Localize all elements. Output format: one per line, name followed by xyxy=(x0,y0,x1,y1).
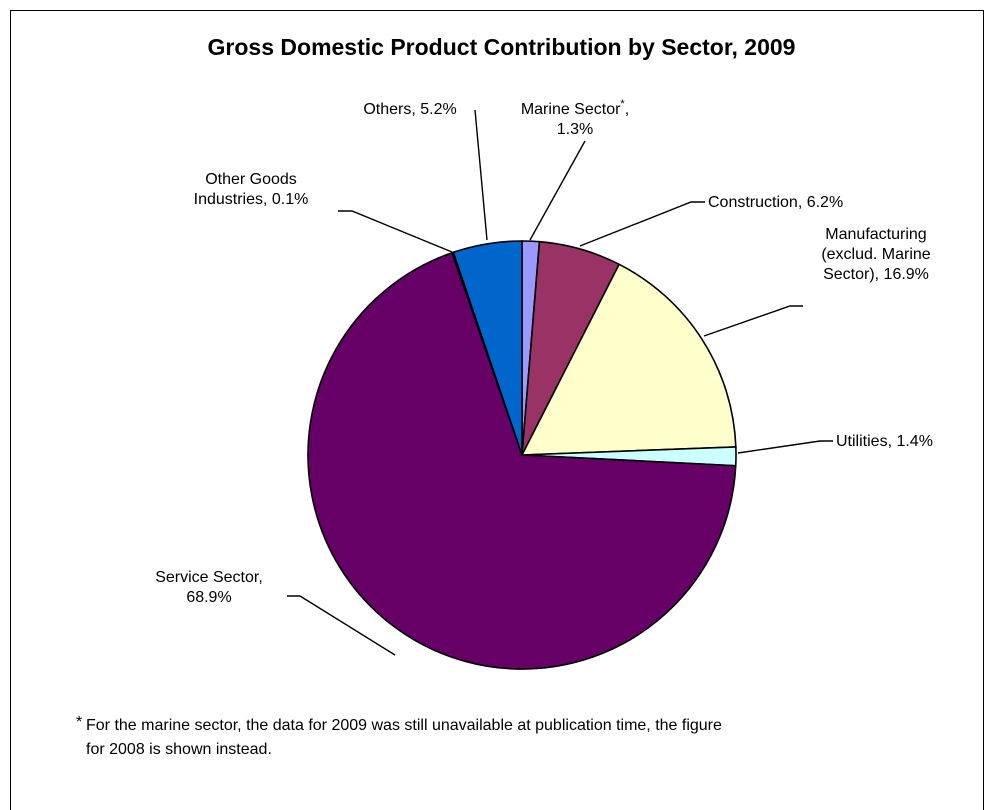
pie-slice-others xyxy=(452,240,523,456)
footnote-marker: * xyxy=(76,714,83,731)
slice-label-0: Marine Sector*, 1.3% xyxy=(521,98,629,138)
leader-line-0 xyxy=(529,140,586,241)
slice-label-6: Others, 5.2% xyxy=(363,101,456,118)
pie-slice-manufacturing-exclud-marine-sector xyxy=(520,263,737,456)
slice-label-1: Construction, 6.2% xyxy=(708,194,843,211)
leader-line-2 xyxy=(703,305,803,337)
footnote: For the marine sector, the data for 2009… xyxy=(86,714,946,762)
footnote-line-2: for 2008 is shown instead. xyxy=(86,741,272,758)
leader-line-5 xyxy=(338,210,453,253)
leader-line-6 xyxy=(474,109,488,241)
pie-slice-service-sector xyxy=(307,251,737,670)
slice-label-4: Service Sector, 68.9% xyxy=(155,569,263,606)
slice-label-3: Utilities, 1.4% xyxy=(836,433,933,450)
chart-title: Gross Domestic Product Contribution by S… xyxy=(207,34,796,60)
leader-line-1 xyxy=(579,201,705,247)
slice-label-5: Other Goods Industries, 0.1% xyxy=(194,171,309,208)
slice-label-2: Manufacturing (exclud. Marine Sector), 16.… xyxy=(821,226,930,283)
leader-line-4 xyxy=(287,595,396,656)
footnote-line-1: For the marine sector, the data for 2009… xyxy=(86,717,722,734)
chart-frame xyxy=(10,10,984,810)
leader-line-3 xyxy=(737,440,833,454)
